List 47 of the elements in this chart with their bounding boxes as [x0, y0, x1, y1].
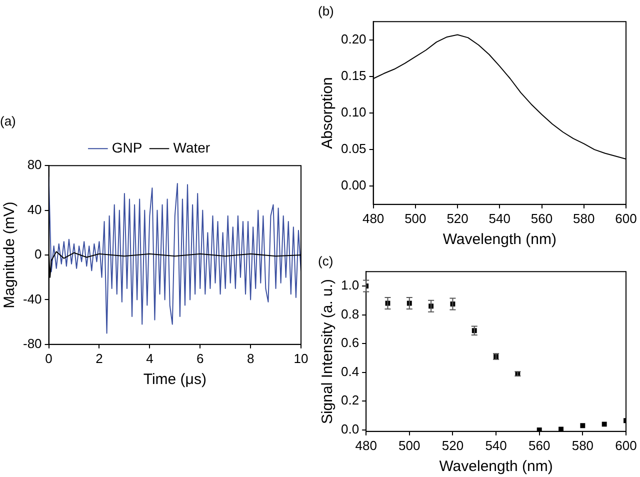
y-tick-label: 80 — [27, 157, 42, 172]
y-tick-label: 0.8 — [340, 306, 360, 322]
x-tick-label: 520 — [446, 210, 468, 226]
chart-title: (c) — [318, 253, 334, 268]
x-axis-title: Time (μs) — [143, 371, 206, 388]
legend-label: Water — [173, 139, 210, 156]
x-tick-label: 4 — [146, 350, 154, 366]
y-tick-label: 0.4 — [340, 364, 360, 379]
x-tick-label: 500 — [404, 210, 426, 226]
x-axis-title: Wavelength (nm) — [439, 458, 553, 476]
x-tick-label: 0 — [45, 350, 52, 366]
chart-title: (a) — [0, 113, 16, 128]
y-tick-label: 0.2 — [340, 392, 360, 408]
y-tick-label: 0.0 — [340, 422, 360, 437]
y-tick-label: 0.20 — [340, 31, 366, 46]
legend-label: GNP — [112, 139, 142, 156]
x-tick-label: 600 — [615, 438, 637, 453]
x-tick-label: 560 — [530, 210, 553, 226]
x-tick-label: 540 — [485, 438, 507, 453]
chart-title: (b) — [318, 3, 334, 18]
x-tick-label: 540 — [488, 210, 510, 226]
y-tick-label: 0.10 — [340, 104, 366, 120]
x-tick-label: 560 — [528, 438, 550, 453]
y-tick-label: 0.6 — [340, 335, 360, 350]
y-tick-label: 40 — [27, 202, 42, 217]
y-axis-title: Absorption — [319, 77, 336, 149]
x-tick-label: 520 — [442, 438, 464, 453]
x-tick-label: 500 — [398, 438, 420, 453]
y-axis-title: Signal Intensity (a. u.) — [319, 278, 336, 424]
y-tick-label: 0.05 — [340, 141, 366, 156]
y-axis-title: Magnitude (mV) — [1, 202, 18, 308]
y-tick-label: 0.15 — [340, 68, 366, 84]
x-tick-label: 480 — [355, 438, 377, 453]
x-tick-label: 600 — [615, 210, 637, 226]
x-tick-label: 480 — [362, 210, 384, 226]
x-tick-label: 580 — [573, 210, 595, 226]
y-tick-label: -40 — [22, 291, 42, 306]
x-tick-label: 6 — [196, 350, 204, 366]
y-tick-label: 1.0 — [340, 278, 360, 293]
y-tick-label: 0.00 — [340, 178, 366, 193]
x-tick-label: 8 — [246, 350, 254, 366]
x-tick-label: 580 — [572, 438, 594, 453]
x-tick-label: 10 — [294, 350, 308, 366]
y-tick-label: 0 — [34, 246, 42, 262]
x-tick-label: 2 — [96, 350, 103, 366]
y-tick-label: -80 — [22, 336, 42, 351]
x-axis-title: Wavelength (nm) — [442, 231, 556, 248]
